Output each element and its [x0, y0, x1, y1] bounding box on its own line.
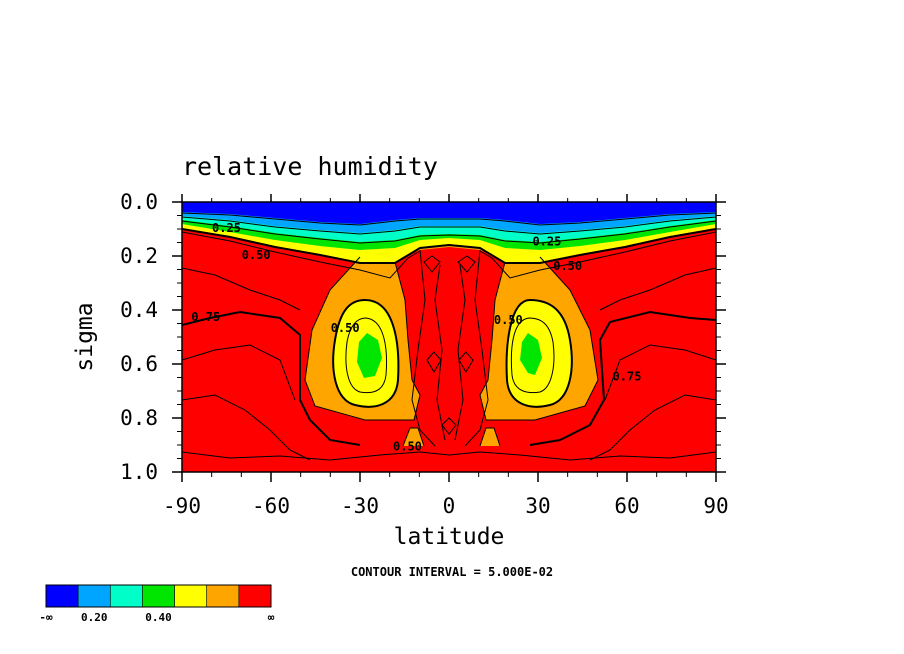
contour-line-0-50-right-cell — [505, 298, 573, 408]
contour-interval-note: CONTOUR INTERVAL = 5.000E-02 — [351, 565, 553, 579]
colorbar-swatch — [238, 584, 272, 608]
contour-line-high-left — [182, 267, 301, 311]
contour-label: 0.75 — [613, 370, 642, 384]
colorbar-swatch — [142, 584, 175, 608]
x-tick-label: -90 — [163, 494, 201, 518]
contour-line-0-50-top — [182, 228, 716, 264]
contour-line-center-blob-2 — [426, 351, 474, 373]
contour-line-mid-left — [182, 344, 296, 401]
colorbar-label: -∞ — [39, 611, 53, 624]
x-tick-label: 60 — [614, 494, 639, 518]
contour-line-high-right — [599, 267, 716, 311]
colorbar-frame — [45, 584, 272, 608]
contour-label: 0.75 — [191, 310, 220, 324]
contour-line-foot-right — [479, 427, 501, 447]
y-tick-label: 0.8 — [120, 406, 158, 430]
contour-line-inner-left-cell — [345, 317, 387, 394]
contour-line-upper-1 — [182, 216, 716, 235]
colorbar-swatch — [206, 584, 240, 608]
contour-label: 0.50 — [331, 321, 360, 335]
x-tick-label: 90 — [703, 494, 728, 518]
contour-label-text: 0.75 — [613, 370, 642, 384]
contour-label: 0.50 — [553, 259, 582, 273]
contour-line-equatorial-left — [411, 249, 436, 447]
colorbar-swatch — [174, 584, 208, 608]
contour-line-upper-2 — [182, 220, 716, 244]
colorbar-swatch — [109, 584, 143, 608]
colorbar-label: ∞ — [268, 611, 275, 624]
contour-line-surface — [182, 451, 716, 461]
contour-label: 0.25 — [532, 235, 561, 249]
fill-green-right-core — [520, 333, 542, 375]
colorbar-label: 0.20 — [81, 611, 108, 624]
contour-line-0-25 — [182, 212, 716, 226]
contour-label-text: 0.50 — [393, 440, 422, 454]
contour-line-lower-left — [182, 394, 311, 461]
contour-label-text: 0.25 — [212, 221, 241, 235]
contour-line-orange-left — [304, 256, 421, 421]
contour-line-0-60-top — [182, 231, 716, 279]
contour-label-text: 0.50 — [242, 248, 271, 262]
contour-line-equatorial-center — [434, 264, 466, 441]
contour-line-orange-right — [479, 256, 599, 421]
colorbar: -∞ 0.20 0.40 ∞ — [39, 584, 275, 624]
contour-line-lower-right — [589, 394, 716, 461]
x-tick-label: -30 — [341, 494, 379, 518]
fill-blue-band — [182, 202, 716, 224]
contour-line-foot-left — [402, 427, 425, 447]
contour-label: 0.50 — [494, 313, 523, 327]
x-tick-label: -60 — [252, 494, 290, 518]
fill-green-left-core — [357, 333, 382, 378]
x-tick-label: 30 — [525, 494, 550, 518]
chart-title: relative humidity — [182, 152, 438, 181]
colorbar-label: 0.40 — [145, 611, 172, 624]
y-tick-label: 0.6 — [120, 352, 158, 376]
contour-line-0-50-left-cell — [332, 298, 400, 408]
y-tick-label: 0.2 — [120, 244, 158, 268]
contour-labels: 0.250.250.500.500.500.500.750.750.50 — [191, 221, 641, 454]
colorbar-swatch — [77, 584, 111, 608]
y-tick-label: 0.0 — [120, 190, 158, 214]
plot-area — [182, 202, 716, 472]
y-axis-ticks: 0.0 0.2 0.4 0.6 0.8 1.0 — [120, 190, 726, 484]
contour-label-text: 0.75 — [191, 310, 220, 324]
contour-label-text: 0.50 — [331, 321, 360, 335]
contour-line-0-75-right — [529, 310, 716, 446]
contour-line-center-blob-3 — [441, 417, 457, 435]
contour-lines — [182, 212, 716, 461]
x-axis-label: latitude — [394, 524, 505, 550]
contour-label: 0.50 — [393, 440, 422, 454]
contour-line-0-75-left — [182, 310, 361, 446]
x-axis-ticks: -90 -60 -30 0 30 60 90 — [163, 194, 729, 518]
contour-line-equatorial-right — [464, 249, 489, 447]
contour-label-text: 0.50 — [494, 313, 523, 327]
contour-line-mid-right — [604, 344, 716, 401]
contour-label: 0.50 — [242, 248, 271, 262]
contour-label: 0.25 — [212, 221, 241, 235]
colorbar-swatch — [45, 584, 79, 608]
contour-label-text: 0.50 — [553, 259, 582, 273]
x-tick-label: 0 — [443, 494, 456, 518]
y-tick-label: 0.4 — [120, 298, 158, 322]
y-axis-label: sigma — [72, 302, 98, 371]
contour-label-text: 0.25 — [532, 235, 561, 249]
contour-line-inner-right-cell — [510, 317, 555, 394]
contour-line-center-blob-1 — [423, 255, 476, 273]
y-tick-label: 1.0 — [120, 460, 158, 484]
